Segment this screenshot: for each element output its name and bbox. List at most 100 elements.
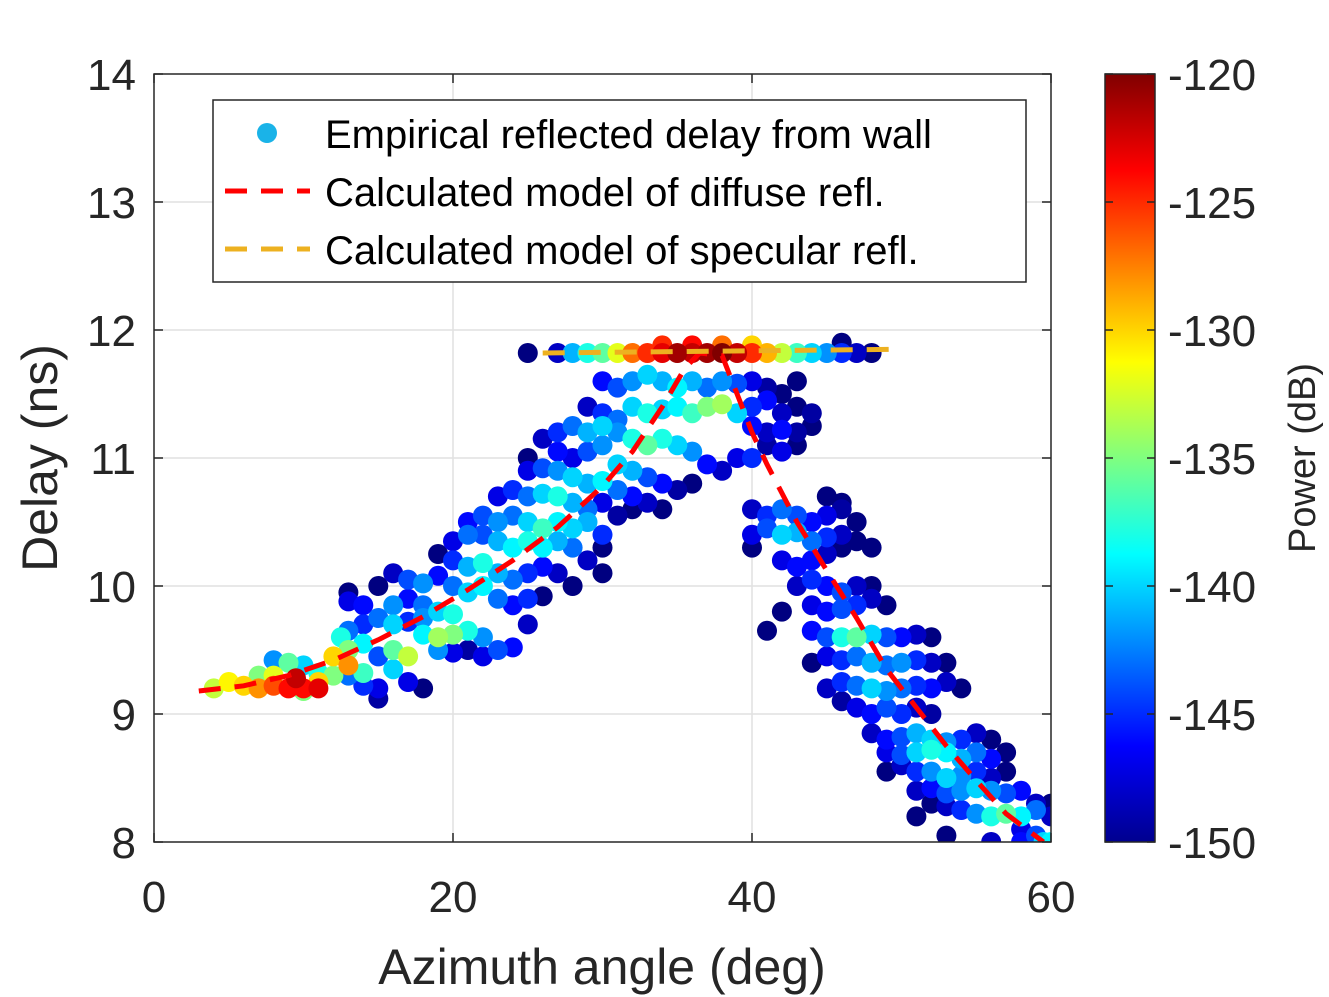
data-point	[637, 467, 658, 488]
data-point	[966, 803, 987, 824]
data-point	[951, 729, 972, 750]
data-point	[592, 471, 613, 491]
data-point	[771, 343, 792, 363]
data-point	[286, 668, 306, 689]
data-point	[816, 505, 837, 526]
data-point	[577, 396, 598, 417]
data-point	[517, 486, 538, 507]
data-point	[517, 343, 538, 363]
data-point	[771, 550, 792, 571]
data-point	[502, 480, 523, 500]
data-point	[906, 723, 927, 744]
y-tick-label: 9	[112, 691, 136, 740]
data-point	[398, 672, 419, 692]
data-point	[876, 681, 897, 701]
data-point	[786, 505, 807, 526]
data-point	[921, 761, 942, 782]
data-point	[831, 627, 852, 648]
data-point	[727, 448, 748, 468]
data-point	[697, 396, 718, 417]
data-point	[413, 678, 434, 699]
data-point	[757, 422, 777, 443]
data-point	[562, 467, 583, 488]
y-axis-ticks: 8 9 10 11 12 13 14	[87, 51, 1051, 868]
data-point	[457, 640, 478, 660]
data-point	[487, 588, 508, 609]
data-point	[876, 761, 897, 782]
data-point	[383, 614, 404, 635]
data-point	[757, 620, 777, 641]
data-point	[936, 652, 957, 673]
data-point	[906, 624, 927, 645]
scatter-points	[203, 332, 1051, 842]
y-tick-label: 14	[87, 51, 136, 100]
data-point	[472, 627, 493, 648]
data-point	[742, 499, 762, 520]
data-point	[487, 512, 508, 532]
data-point	[936, 825, 957, 842]
data-point	[921, 678, 942, 699]
data-point	[831, 524, 852, 545]
data-point	[771, 419, 792, 440]
data-point	[966, 761, 987, 782]
x-axis-ticks: 0 20 40 60	[142, 74, 1075, 922]
data-point	[906, 650, 927, 671]
data-point	[712, 394, 733, 415]
data-point	[786, 422, 807, 443]
y-tick-label: 13	[87, 179, 136, 228]
data-point	[547, 486, 568, 507]
data-point	[413, 624, 434, 645]
data-point	[846, 697, 867, 718]
data-point	[472, 553, 493, 573]
data-point	[577, 550, 598, 571]
data-point	[891, 652, 912, 673]
data-point	[368, 678, 389, 699]
data-point	[891, 627, 912, 648]
data-point	[846, 646, 867, 667]
data-point	[532, 428, 553, 449]
data-point	[1011, 780, 1032, 801]
data-point	[667, 343, 688, 363]
data-point	[472, 646, 493, 667]
data-point	[981, 780, 1002, 801]
data-point	[457, 556, 478, 577]
data-point	[667, 480, 688, 500]
data-point	[472, 524, 493, 545]
colorbar-tick-label: -145	[1168, 691, 1256, 740]
data-point	[592, 371, 613, 392]
data-point	[517, 614, 538, 635]
colorbar-gradient	[1104, 73, 1156, 843]
data-point	[951, 800, 972, 820]
data-point	[712, 371, 733, 392]
data-point	[502, 537, 523, 558]
data-point	[846, 512, 867, 532]
colorbar-tick-label: -150	[1168, 819, 1256, 868]
data-point	[936, 768, 957, 788]
data-point	[562, 576, 583, 596]
data-point	[876, 627, 897, 648]
legend: Empirical reflected delay from wall Calc…	[212, 99, 1027, 283]
data-point	[816, 601, 837, 622]
data-point	[592, 343, 613, 363]
y-axis-title: Delay (ns)	[12, 344, 68, 572]
data-point	[921, 627, 942, 648]
data-point	[966, 723, 987, 744]
data-point	[532, 518, 553, 539]
y-tick-label: 10	[87, 563, 136, 612]
x-tick-label: 0	[142, 873, 166, 922]
data-point	[906, 780, 927, 801]
data-point	[757, 390, 777, 411]
data-point	[876, 729, 897, 750]
data-point	[577, 422, 598, 443]
data-point	[532, 458, 553, 479]
data-point	[308, 678, 329, 699]
data-point	[517, 460, 538, 481]
data-point	[861, 624, 882, 645]
data-point	[921, 704, 942, 724]
data-point	[592, 416, 613, 436]
data-point	[353, 663, 374, 683]
legend-marker-empirical	[257, 123, 277, 143]
data-point	[801, 620, 822, 641]
data-point	[742, 524, 762, 545]
data-point	[443, 624, 463, 645]
